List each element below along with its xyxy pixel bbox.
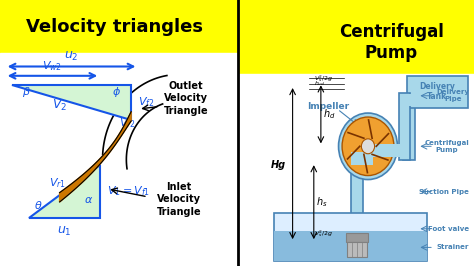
Polygon shape xyxy=(60,112,131,202)
Bar xyxy=(238,74,474,266)
Text: $V_2$: $V_2$ xyxy=(52,98,67,113)
Bar xyxy=(399,93,410,160)
Bar xyxy=(0,53,238,266)
Circle shape xyxy=(342,117,394,176)
Text: $V_{f2}$: $V_{f2}$ xyxy=(138,95,155,109)
Circle shape xyxy=(338,113,397,180)
Circle shape xyxy=(361,139,374,154)
Text: Suction Pipe: Suction Pipe xyxy=(419,189,469,194)
Text: $V_{r2}$: $V_{r2}$ xyxy=(119,116,136,130)
Polygon shape xyxy=(12,85,131,120)
FancyBboxPatch shape xyxy=(407,76,468,108)
Text: Centrifugal
Pump: Centrifugal Pump xyxy=(425,140,469,153)
Text: $V_s^2/2g$: $V_s^2/2g$ xyxy=(314,73,333,84)
Polygon shape xyxy=(28,165,100,218)
Text: Pump: Pump xyxy=(365,44,418,62)
Text: $V_{r1}$: $V_{r1}$ xyxy=(49,177,66,190)
Bar xyxy=(368,144,408,157)
Text: Delivery
Pipe: Delivery Pipe xyxy=(436,89,469,102)
Bar xyxy=(238,0,474,74)
Text: $V_s^2/2g$: $V_s^2/2g$ xyxy=(314,229,333,239)
Bar xyxy=(274,231,427,261)
Text: $V_{w2}$: $V_{w2}$ xyxy=(42,59,63,73)
Text: Inlet
Velocity
Triangle: Inlet Velocity Triangle xyxy=(156,182,201,217)
Text: Outlet
Velocity
Triangle: Outlet Velocity Triangle xyxy=(164,81,208,116)
Text: $V_1 = V_{f1}$: $V_1 = V_{f1}$ xyxy=(107,185,150,198)
Bar xyxy=(352,152,373,165)
Bar xyxy=(346,233,368,242)
Text: Centrifugal: Centrifugal xyxy=(339,23,444,41)
Bar xyxy=(0,0,238,53)
Text: $\theta$: $\theta$ xyxy=(34,200,43,211)
Bar xyxy=(403,101,415,160)
Text: $\alpha$: $\alpha$ xyxy=(83,195,93,205)
Bar xyxy=(274,213,427,261)
Text: $\beta$: $\beta$ xyxy=(22,85,31,99)
Bar xyxy=(347,242,367,257)
Text: $h_{vd}$: $h_{vd}$ xyxy=(314,79,325,88)
Bar xyxy=(352,152,363,226)
Text: Foot valve: Foot valve xyxy=(428,226,469,232)
Text: Impeller: Impeller xyxy=(307,102,349,111)
Text: Hg: Hg xyxy=(270,160,285,170)
Text: Strainer: Strainer xyxy=(437,244,469,250)
Text: $h_d$: $h_d$ xyxy=(323,107,336,121)
Text: $h_s$: $h_s$ xyxy=(316,195,328,209)
Text: $\phi$: $\phi$ xyxy=(112,85,121,99)
Bar xyxy=(403,94,413,106)
Text: Velocity triangles: Velocity triangles xyxy=(26,18,203,36)
Text: Delivery
Tank: Delivery Tank xyxy=(419,82,456,101)
Text: $u_2$: $u_2$ xyxy=(64,49,79,63)
Text: $u_1$: $u_1$ xyxy=(57,225,72,238)
